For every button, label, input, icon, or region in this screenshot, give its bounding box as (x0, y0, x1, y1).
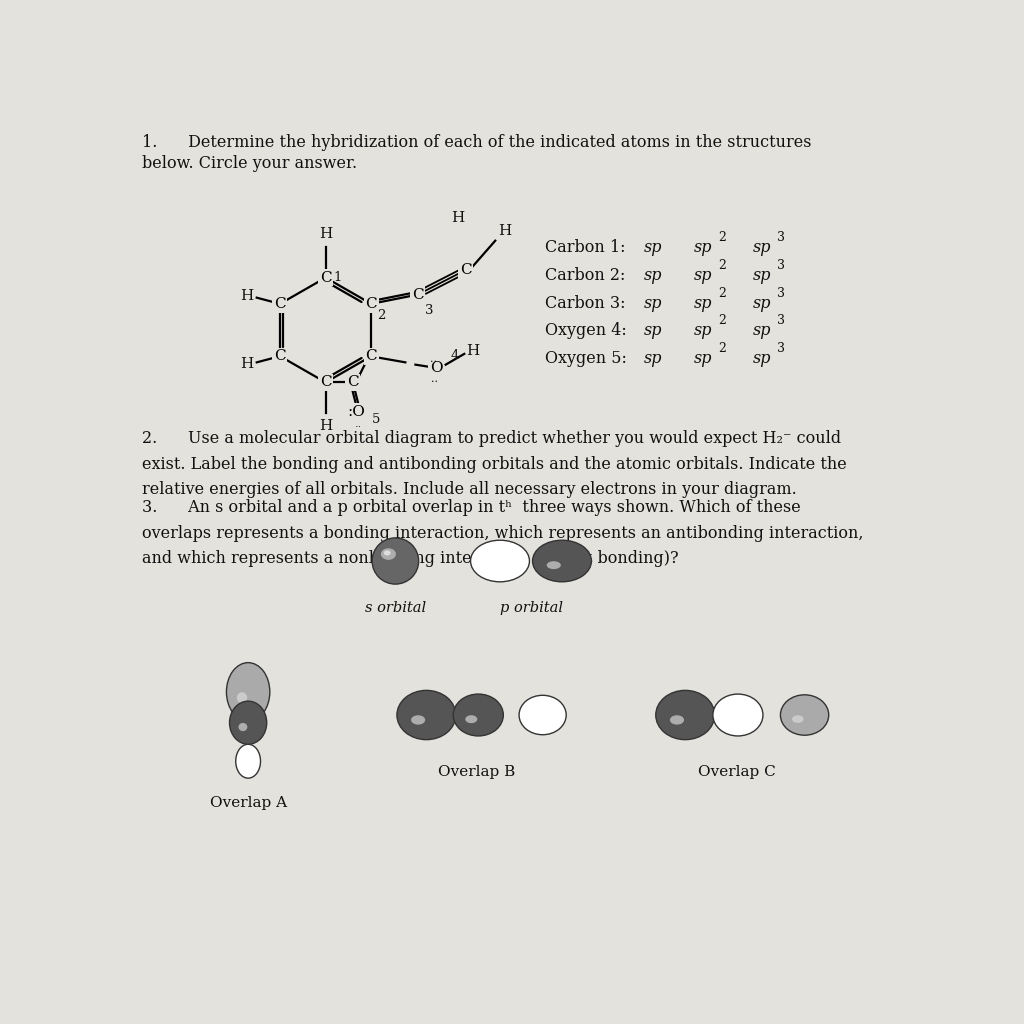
Text: sp: sp (693, 267, 713, 284)
Text: C: C (274, 297, 286, 311)
Text: sp: sp (753, 240, 771, 256)
Ellipse shape (226, 663, 270, 721)
Ellipse shape (670, 715, 684, 725)
Text: ..: .. (430, 353, 437, 364)
Text: relative energies of all orbitals. Include all necessary electrons in your diagr: relative energies of all orbitals. Inclu… (142, 481, 797, 498)
Text: sp: sp (753, 295, 771, 311)
Text: sp: sp (693, 240, 713, 256)
Text: :O: :O (347, 404, 366, 419)
Text: 3: 3 (777, 287, 785, 300)
Text: Oxygen 4:: Oxygen 4: (545, 323, 627, 339)
Text: 5: 5 (372, 413, 381, 426)
Text: sp: sp (644, 240, 663, 256)
Text: H: H (319, 419, 332, 432)
Text: Carbon 1:: Carbon 1: (545, 240, 626, 256)
Text: 3: 3 (425, 304, 433, 316)
Text: 3: 3 (777, 314, 785, 328)
Ellipse shape (397, 690, 456, 739)
Text: sp: sp (753, 267, 771, 284)
Text: C: C (366, 349, 377, 364)
Text: C: C (319, 376, 332, 389)
Text: sp: sp (644, 267, 663, 284)
Text: H: H (452, 211, 465, 225)
Ellipse shape (471, 541, 529, 582)
Text: H: H (499, 223, 512, 238)
Text: exist. Label the bonding and antibonding orbitals and the atomic orbitals. Indic: exist. Label the bonding and antibonding… (142, 456, 847, 472)
Text: Overlap C: Overlap C (697, 765, 775, 779)
Text: 3: 3 (777, 342, 785, 355)
Text: C: C (460, 263, 472, 276)
Ellipse shape (384, 550, 391, 555)
Ellipse shape (792, 715, 804, 723)
Text: ..: .. (354, 419, 361, 429)
Text: 2: 2 (719, 231, 726, 244)
Ellipse shape (519, 695, 566, 735)
Text: 2: 2 (719, 287, 726, 300)
Ellipse shape (713, 694, 763, 736)
Ellipse shape (532, 541, 592, 582)
Text: H: H (319, 227, 332, 242)
Text: and which represents a nonbonding interaction (no net bonding)?: and which represents a nonbonding intera… (142, 550, 679, 567)
Text: sp: sp (644, 295, 663, 311)
Text: 3.      An s orbital and a p orbital overlap in tʰ  three ways shown. Which of t: 3. An s orbital and a p orbital overlap … (142, 500, 801, 516)
Text: H: H (241, 357, 254, 371)
Text: 2: 2 (377, 309, 385, 323)
Text: 2: 2 (719, 314, 726, 328)
Ellipse shape (236, 744, 260, 778)
Ellipse shape (411, 715, 425, 725)
Text: C: C (366, 297, 377, 311)
Text: p orbital: p orbital (500, 601, 562, 615)
Ellipse shape (239, 723, 248, 731)
Text: 3: 3 (777, 259, 785, 271)
Text: Carbon 3:: Carbon 3: (545, 295, 626, 311)
Ellipse shape (655, 690, 715, 739)
Text: below. Circle your answer.: below. Circle your answer. (142, 156, 357, 172)
Text: sp: sp (693, 350, 713, 367)
Ellipse shape (372, 538, 419, 584)
Ellipse shape (454, 694, 504, 736)
Text: 2: 2 (719, 259, 726, 271)
Text: 1: 1 (334, 271, 342, 284)
Ellipse shape (381, 548, 396, 560)
Text: C: C (412, 288, 424, 302)
Text: s orbital: s orbital (365, 601, 426, 615)
Text: sp: sp (644, 323, 663, 339)
Text: overlaps represents a bonding interaction, which represents an antibonding inter: overlaps represents a bonding interactio… (142, 525, 863, 542)
Text: ..: .. (431, 374, 438, 384)
Ellipse shape (547, 561, 561, 569)
Text: Overlap B: Overlap B (438, 765, 515, 779)
Text: 2.      Use a molecular orbital diagram to predict whether you would expect H₂⁻ : 2. Use a molecular orbital diagram to pr… (142, 430, 841, 447)
Text: 4: 4 (451, 349, 459, 361)
Text: O: O (430, 360, 442, 375)
Ellipse shape (229, 701, 266, 744)
Text: C: C (347, 376, 358, 389)
Text: Overlap A: Overlap A (210, 796, 287, 810)
Text: C: C (274, 349, 286, 364)
Text: 1.      Determine the hybridization of each of the indicated atoms in the struct: 1. Determine the hybridization of each o… (142, 134, 811, 151)
Text: H: H (241, 289, 254, 303)
Text: 2: 2 (719, 342, 726, 355)
Text: Oxygen 5:: Oxygen 5: (545, 350, 627, 367)
Text: C: C (319, 270, 332, 285)
Text: sp: sp (753, 350, 771, 367)
Text: 3: 3 (777, 231, 785, 244)
Text: sp: sp (693, 323, 713, 339)
Text: sp: sp (753, 323, 771, 339)
Ellipse shape (237, 692, 247, 703)
Text: sp: sp (644, 350, 663, 367)
Ellipse shape (465, 715, 477, 723)
Text: sp: sp (693, 295, 713, 311)
Text: Carbon 2:: Carbon 2: (545, 267, 626, 284)
Ellipse shape (780, 695, 828, 735)
Text: H: H (466, 344, 479, 357)
